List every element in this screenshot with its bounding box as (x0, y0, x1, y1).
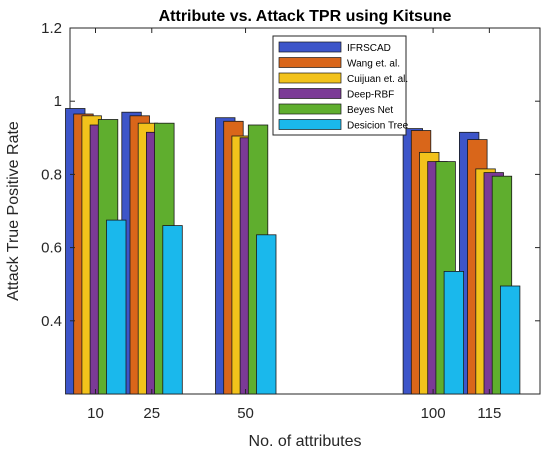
x-axis-label: No. of attributes (249, 433, 362, 450)
y-ticks: 0.4 0.6 0.8 1 1.2 (41, 20, 540, 330)
legend-label: Beyes Net (347, 105, 393, 116)
legend-label: Desicion Tree (347, 121, 409, 132)
bars-layer (65, 108, 521, 395)
legend: IFRSCAD Wang et. al. Cuijuan et. al. Deep-R… (272, 35, 409, 136)
bar-desicion-tree-115 (499, 285, 521, 395)
legend-swatch (278, 88, 342, 99)
legend-label: Wang et. al. (347, 59, 400, 70)
legend-label: Deep-RBF (347, 90, 394, 101)
bar-desicion-tree-10 (106, 219, 127, 395)
legend-swatch (278, 57, 342, 68)
legend-swatch (278, 41, 342, 53)
x-tick-label: 10 (87, 405, 104, 422)
bar-desicion-tree-50 (256, 234, 277, 395)
y-tick-label: 0.8 (41, 166, 62, 183)
legend-swatch (278, 119, 342, 130)
x-tick-label: 115 (477, 405, 501, 422)
bar-desicion-tree-25 (162, 225, 183, 395)
y-axis-label: Attack True Positive Rate (5, 121, 22, 301)
x-ticks: 10 25 50 100 115 (87, 28, 501, 422)
y-tick-label: 1.2 (41, 20, 62, 37)
chart-title: Attribute vs. Attack TPR using Kitsune (159, 8, 452, 25)
y-tick-label: 1 (54, 93, 62, 110)
legend-label: Cuijuan et. al. (347, 74, 408, 85)
legend-box (272, 35, 407, 136)
y-tick-label: 0.6 (41, 240, 62, 257)
legend-swatch (278, 72, 342, 84)
legend-swatch (278, 103, 342, 115)
y-tick-label: 0.4 (41, 313, 62, 330)
x-tick-label: 25 (143, 405, 160, 422)
x-tick-label: 50 (237, 405, 254, 422)
bar-desicion-tree-100 (443, 270, 465, 395)
legend-label: IFRSCAD (347, 43, 391, 54)
x-tick-label: 100 (421, 405, 446, 422)
